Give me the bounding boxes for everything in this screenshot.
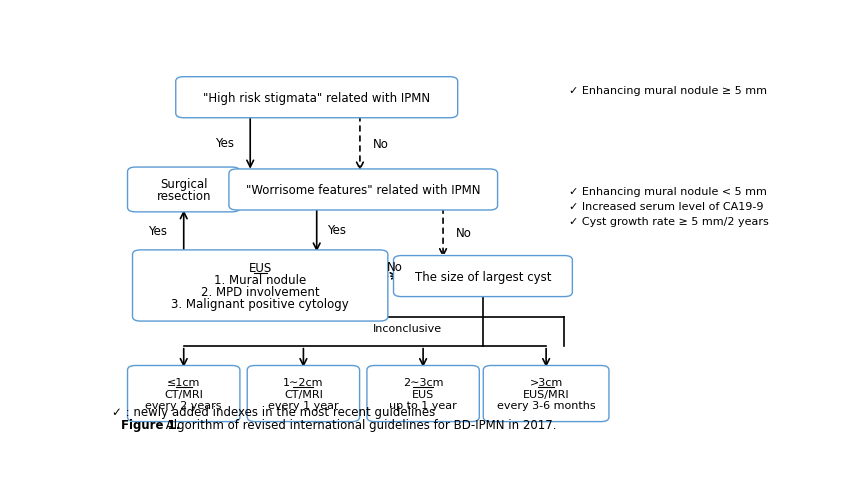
Text: 2. MPD involvement: 2. MPD involvement <box>201 285 319 298</box>
Text: every 2 years: every 2 years <box>146 400 222 410</box>
Text: 2∼3cm: 2∼3cm <box>403 378 444 387</box>
Text: No: No <box>373 138 390 150</box>
Text: resection: resection <box>156 189 211 203</box>
Text: Surgical: Surgical <box>160 178 208 191</box>
Text: Yes: Yes <box>214 137 233 150</box>
Text: Inconclusive: Inconclusive <box>372 323 442 333</box>
Text: EUS/MRI: EUS/MRI <box>523 389 570 399</box>
Text: Yes: Yes <box>327 224 346 237</box>
Text: >3cm: >3cm <box>529 378 563 387</box>
Text: CT/MRI: CT/MRI <box>284 389 323 399</box>
Text: ✓ Enhancing mural nodule ≥ 5 mm: ✓ Enhancing mural nodule ≥ 5 mm <box>570 85 767 96</box>
FancyBboxPatch shape <box>132 250 388 322</box>
Text: EUS: EUS <box>412 389 434 399</box>
FancyBboxPatch shape <box>394 256 572 297</box>
FancyBboxPatch shape <box>128 366 240 422</box>
FancyBboxPatch shape <box>128 168 240 212</box>
Text: ✓ Enhancing mural nodule < 5 mm: ✓ Enhancing mural nodule < 5 mm <box>570 187 767 197</box>
FancyBboxPatch shape <box>367 366 480 422</box>
Text: No: No <box>456 227 472 240</box>
Text: every 3-6 months: every 3-6 months <box>497 400 595 410</box>
Text: EUS: EUS <box>249 262 272 275</box>
Text: 1∼2cm: 1∼2cm <box>283 378 323 387</box>
Text: 1. Mural nodule: 1. Mural nodule <box>214 273 306 286</box>
Text: every 1 year: every 1 year <box>268 400 339 410</box>
Text: ✓ Cyst growth rate ≥ 5 mm/2 years: ✓ Cyst growth rate ≥ 5 mm/2 years <box>570 217 769 227</box>
Text: The size of largest cyst: The size of largest cyst <box>414 270 551 283</box>
FancyBboxPatch shape <box>229 170 498 210</box>
Text: 3. Malignant positive cytology: 3. Malignant positive cytology <box>172 297 349 310</box>
Text: up to 1 year: up to 1 year <box>390 400 457 410</box>
Text: ✓ : newly added indexes in the most recent guidelines: ✓ : newly added indexes in the most rece… <box>112 406 435 418</box>
Text: ≤1cm: ≤1cm <box>167 378 201 387</box>
FancyBboxPatch shape <box>483 366 609 422</box>
Text: Algorithm of revised international guidelines for BD-IPMN in 2017.: Algorithm of revised international guide… <box>162 418 556 431</box>
Text: Yes: Yes <box>148 225 167 238</box>
Text: "High risk stigmata" related with IPMN: "High risk stigmata" related with IPMN <box>203 92 430 104</box>
Text: "Worrisome features" related with IPMN: "Worrisome features" related with IPMN <box>246 183 480 197</box>
FancyBboxPatch shape <box>247 366 360 422</box>
Text: Figure 1.: Figure 1. <box>120 418 180 431</box>
Text: No: No <box>387 261 402 274</box>
Text: ✓ Increased serum level of CA19-9: ✓ Increased serum level of CA19-9 <box>570 202 764 212</box>
Text: CT/MRI: CT/MRI <box>164 389 203 399</box>
FancyBboxPatch shape <box>176 78 457 119</box>
